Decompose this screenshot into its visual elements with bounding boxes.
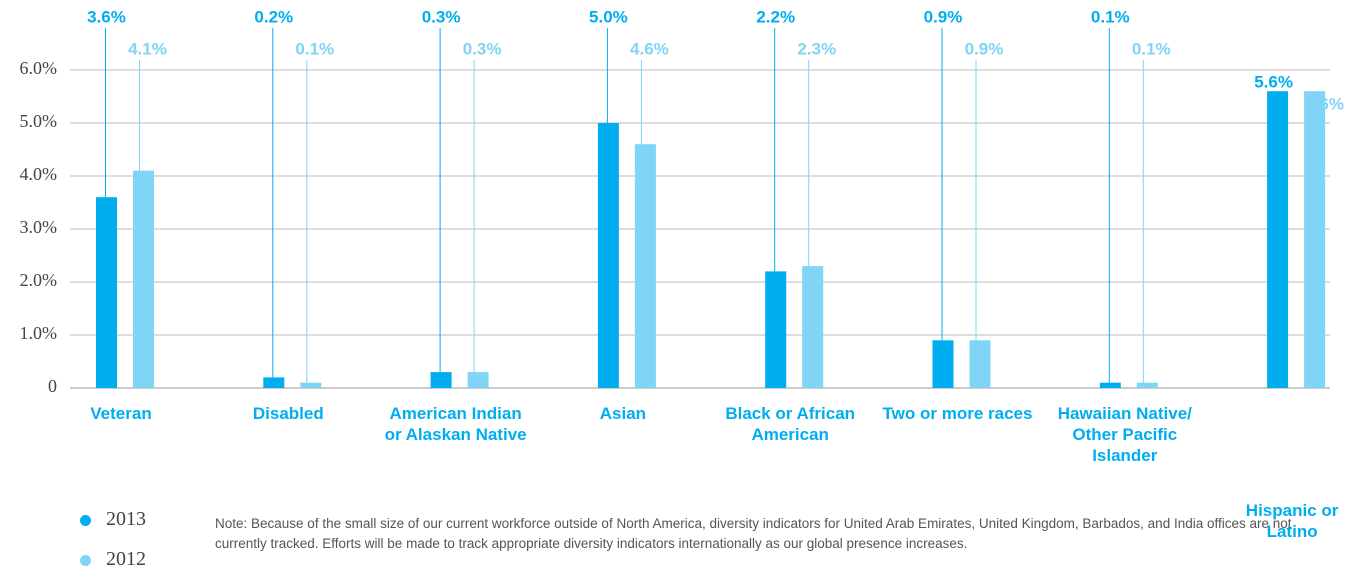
value-label: 0.1%: [295, 39, 334, 58]
bar: [300, 382, 322, 388]
value-label: 0.2%: [254, 7, 293, 26]
value-label: 5.6%: [1254, 73, 1293, 92]
value-label: 0.3%: [422, 7, 461, 26]
legend-swatch: [80, 554, 91, 566]
value-label: 5.0%: [589, 7, 628, 26]
bar: [467, 372, 489, 388]
bar: [1099, 382, 1121, 388]
bar: [1136, 382, 1158, 388]
value-label: 4.1%: [128, 39, 167, 58]
bar: [263, 377, 285, 388]
value-label: 0.3%: [463, 39, 502, 58]
x-tick-label: Two or more races: [882, 404, 1033, 423]
value-label: 0.9%: [965, 39, 1004, 58]
x-tick-label: Veteran: [90, 404, 152, 423]
x-tick-label: Asian: [599, 404, 647, 423]
value-label: 5.6%: [1305, 95, 1344, 114]
bar: [133, 170, 154, 388]
bar: [430, 372, 452, 388]
legend-label: 2012: [106, 548, 146, 570]
y-tick-label: 2.0%: [20, 270, 58, 290]
bar: [1304, 91, 1326, 388]
x-tick-label: Hawaiian Native/ Other Pacific Islander: [1057, 404, 1192, 465]
y-tick-label: 3.0%: [20, 217, 58, 237]
bar: [969, 340, 991, 388]
x-tick-label: American Indian or Alaskan Native: [384, 404, 527, 444]
bar: [597, 123, 619, 388]
legend-item: 2013: [80, 508, 146, 531]
value-label: 3.6%: [87, 7, 126, 26]
y-tick-label: 5.0%: [20, 111, 58, 131]
legend-label: 2013: [106, 508, 146, 530]
bar: [634, 144, 656, 388]
y-tick-label: 0: [48, 376, 57, 396]
value-label: 2.3%: [797, 39, 836, 58]
value-label: 0.1%: [1091, 7, 1130, 26]
bar: [1267, 91, 1289, 388]
bar: [96, 197, 117, 388]
legend-swatch: [80, 514, 91, 526]
bar: [932, 340, 954, 388]
y-tick-label: 1.0%: [20, 323, 58, 343]
y-tick-label: 6.0%: [20, 58, 58, 78]
note: Note: Because of the small size of our c…: [215, 516, 1292, 551]
bar: [802, 266, 824, 388]
legend-item: 2012: [80, 548, 146, 571]
x-tick-label: Hispanic or Latino: [1245, 501, 1339, 541]
y-tick-label: 4.0%: [20, 164, 58, 184]
value-label: 0.9%: [924, 7, 963, 26]
value-label: 2.2%: [756, 7, 795, 26]
x-tick-label: Black or African American: [725, 404, 856, 444]
value-label: 0.1%: [1132, 39, 1171, 58]
value-label: 4.6%: [630, 39, 669, 58]
bar: [765, 271, 787, 388]
x-tick-label: Disabled: [252, 404, 324, 423]
